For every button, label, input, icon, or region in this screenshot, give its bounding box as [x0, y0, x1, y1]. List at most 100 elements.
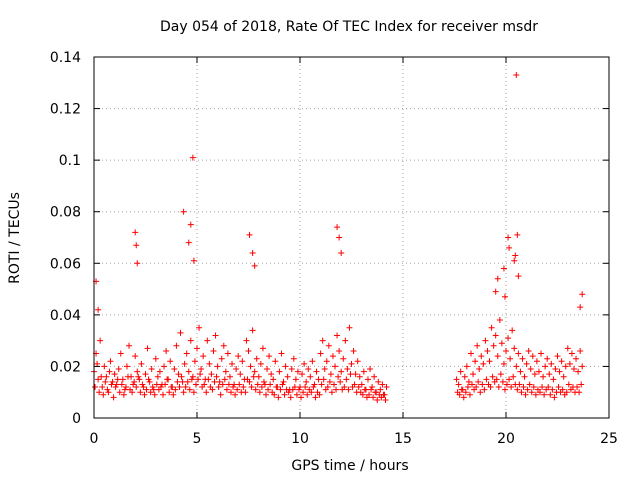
- data-point: [493, 376, 500, 383]
- data-point: [288, 366, 295, 373]
- data-point: [457, 368, 464, 375]
- data-point: [157, 384, 164, 391]
- data-point: [560, 373, 567, 380]
- data-point: [124, 373, 131, 380]
- data-point: [186, 386, 193, 393]
- data-point: [512, 252, 519, 259]
- data-point: [559, 386, 566, 393]
- data-point: [305, 366, 312, 373]
- data-point: [151, 391, 158, 398]
- data-point: [529, 353, 536, 360]
- data-points: [91, 72, 586, 403]
- data-point: [183, 350, 190, 357]
- data-point: [350, 347, 357, 354]
- data-point: [547, 391, 554, 398]
- data-point: [520, 384, 527, 391]
- data-point: [259, 345, 266, 352]
- data-point: [525, 347, 532, 354]
- data-point: [367, 366, 374, 373]
- data-point: [211, 378, 218, 385]
- data-point: [455, 381, 462, 388]
- data-point: [513, 72, 520, 79]
- data-point: [327, 371, 334, 378]
- data-point: [203, 389, 210, 396]
- data-point: [204, 337, 211, 344]
- data-point: [154, 373, 161, 380]
- data-point: [256, 389, 263, 396]
- data-point: [565, 381, 572, 388]
- data-point: [458, 386, 465, 393]
- data-point: [293, 391, 300, 398]
- data-point: [133, 384, 140, 391]
- data-point: [182, 384, 189, 391]
- data-point: [568, 350, 575, 357]
- x-tick-label: 15: [394, 431, 412, 447]
- data-point: [482, 337, 489, 344]
- data-point: [370, 394, 377, 401]
- data-point: [138, 360, 145, 367]
- data-point: [500, 360, 507, 367]
- data-point: [540, 373, 547, 380]
- data-point: [242, 389, 249, 396]
- data-point: [156, 368, 163, 375]
- data-point: [273, 384, 280, 391]
- data-point: [476, 366, 483, 373]
- data-point: [97, 337, 104, 344]
- data-point: [326, 378, 333, 385]
- data-point: [187, 221, 194, 228]
- x-axis-label: GPS time / hours: [291, 458, 408, 474]
- data-point: [576, 389, 583, 396]
- data-point: [463, 363, 470, 370]
- data-point: [187, 337, 194, 344]
- data-point: [329, 353, 336, 360]
- data-point: [209, 386, 216, 393]
- data-point: [343, 376, 350, 383]
- data-point: [254, 381, 261, 388]
- data-point: [320, 376, 327, 383]
- data-point: [200, 353, 207, 360]
- data-point: [316, 391, 323, 398]
- data-point: [120, 391, 127, 398]
- data-point: [285, 389, 292, 396]
- data-point: [268, 371, 275, 378]
- data-point: [570, 366, 577, 373]
- data-point: [517, 368, 524, 375]
- data-point: [131, 378, 138, 385]
- data-point: [162, 381, 169, 388]
- data-point: [142, 371, 149, 378]
- data-point: [233, 366, 240, 373]
- data-point: [111, 371, 118, 378]
- data-point: [113, 381, 120, 388]
- data-point: [266, 353, 273, 360]
- x-tick-label: 0: [90, 431, 99, 447]
- data-point: [498, 340, 505, 347]
- data-point: [358, 381, 365, 388]
- data-point: [237, 371, 244, 378]
- data-point: [533, 358, 540, 365]
- data-point: [461, 373, 468, 380]
- data-point: [252, 386, 259, 393]
- data-point: [191, 358, 198, 365]
- data-point: [197, 371, 204, 378]
- data-point: [496, 317, 503, 324]
- data-point: [96, 389, 103, 396]
- data-point: [510, 373, 517, 380]
- data-point: [107, 358, 114, 365]
- data-point: [240, 384, 247, 391]
- data-point: [295, 386, 302, 393]
- data-point: [164, 376, 171, 383]
- data-point: [359, 391, 366, 398]
- data-point: [375, 378, 382, 385]
- data-point: [194, 345, 200, 352]
- data-point: [152, 355, 159, 362]
- data-point: [257, 360, 264, 367]
- data-point: [301, 360, 308, 367]
- data-point: [511, 257, 518, 264]
- data-point: [366, 391, 373, 398]
- data-point: [515, 350, 522, 357]
- data-point: [250, 373, 257, 380]
- data-point: [106, 368, 113, 375]
- data-point: [143, 386, 150, 393]
- data-point: [287, 394, 294, 401]
- data-point: [225, 381, 232, 388]
